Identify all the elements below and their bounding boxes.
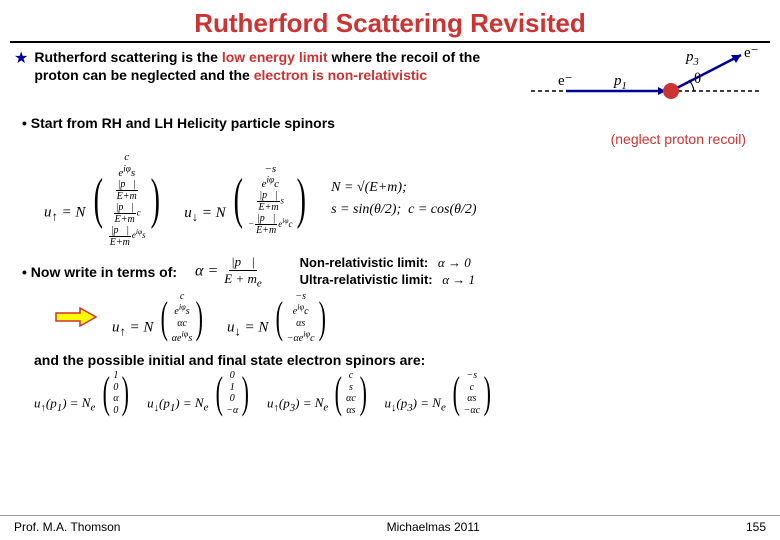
diagram-e1: e⁻ bbox=[558, 71, 573, 90]
ur-label: Ultra-relativistic limit: bbox=[300, 272, 433, 287]
intro-em1: low energy limit bbox=[222, 49, 328, 65]
spinor-p3-down: u↓(p3) = Ne (−scαs−αc) bbox=[384, 370, 494, 416]
intro-pre: Rutherford scattering is the bbox=[34, 49, 221, 65]
content-area: ★ Rutherford scattering is the low energ… bbox=[0, 49, 780, 416]
spinor-p3-up: u↑(p3) = Ne (csαcαs) bbox=[267, 370, 371, 416]
u-up-spinor: u↑ = N ( c eiφs |p⃗|E+m |p⃗|E+mc |p⃗|E+m… bbox=[44, 151, 164, 248]
spinor-p1-down: u↓(p1) = Ne (010−α) bbox=[147, 370, 253, 416]
footer-author: Prof. M.A. Thomson bbox=[14, 520, 120, 534]
star-icon: ★ bbox=[14, 49, 28, 68]
nr-label: Non-relativistic limit: bbox=[300, 255, 429, 270]
intro-em2: electron is non-relativistic bbox=[254, 67, 428, 83]
arrow-icon bbox=[54, 307, 98, 330]
u-down-spinor: u↓ = N ( −s eiφc |p⃗|E+ms −|p⃗|E+meiφc ) bbox=[184, 163, 311, 237]
intro-row: ★ Rutherford scattering is the low energ… bbox=[14, 49, 766, 109]
spinor-equations: u↑ = N ( c eiφs |p⃗|E+m |p⃗|E+mc |p⃗|E+m… bbox=[44, 151, 766, 248]
page-title: Rutherford Scattering Revisited bbox=[0, 0, 780, 41]
ur-val: α → 1 bbox=[442, 272, 475, 287]
diagram-theta: θ bbox=[694, 71, 701, 88]
diagram-e2: e⁻ bbox=[744, 43, 759, 62]
footer-term: Michaelmas 2011 bbox=[387, 520, 480, 534]
diagram-p3: p3 bbox=[686, 49, 699, 68]
intro-text: Rutherford scattering is the low energy … bbox=[34, 49, 516, 84]
scattering-diagram: e⁻ p1 p3 e⁻ θ bbox=[526, 49, 766, 109]
diagram-p1: p1 bbox=[614, 73, 627, 92]
final-spinors-row: u↑(p1) = Ne (10α0) u↓(p1) = Ne (010−α) u… bbox=[34, 370, 766, 416]
bullet-spinors: • Start from RH and LH Helicity particle… bbox=[22, 115, 766, 131]
bullet-alpha: • Now write in terms of: bbox=[22, 264, 177, 280]
alpha-row: • Now write in terms of: α = |p⃗|E + me … bbox=[22, 254, 766, 290]
alpha-def: α = |p⃗|E + me bbox=[195, 254, 264, 290]
limits-block: Non-relativistic limit: α → 0 Ultra-rela… bbox=[300, 255, 475, 289]
nr-val: α → 0 bbox=[438, 255, 471, 270]
u-down-rewrite: u↓ = N ( −seiφcαs−αeiφc ) bbox=[227, 291, 329, 344]
footer: Prof. M.A. Thomson Michaelmas 2011 155 bbox=[0, 515, 780, 540]
neglect-note: (neglect proton recoil) bbox=[14, 131, 746, 147]
rewrite-row: u↑ = N ( ceiφsαcαeiφs ) u↓ = N ( −seiφcα… bbox=[14, 291, 766, 344]
title-rule bbox=[10, 41, 770, 43]
footer-page: 155 bbox=[746, 520, 766, 534]
spinor-p1-up: u↑(p1) = Ne (10α0) bbox=[34, 370, 133, 416]
bullet-final: and the possible initial and final state… bbox=[34, 352, 766, 368]
N-s-defs: N = √(E+m); s = sin(θ/2); c = cos(θ/2) bbox=[331, 177, 476, 222]
u-up-rewrite: u↑ = N ( ceiφsαcαeiφs ) bbox=[112, 291, 207, 344]
